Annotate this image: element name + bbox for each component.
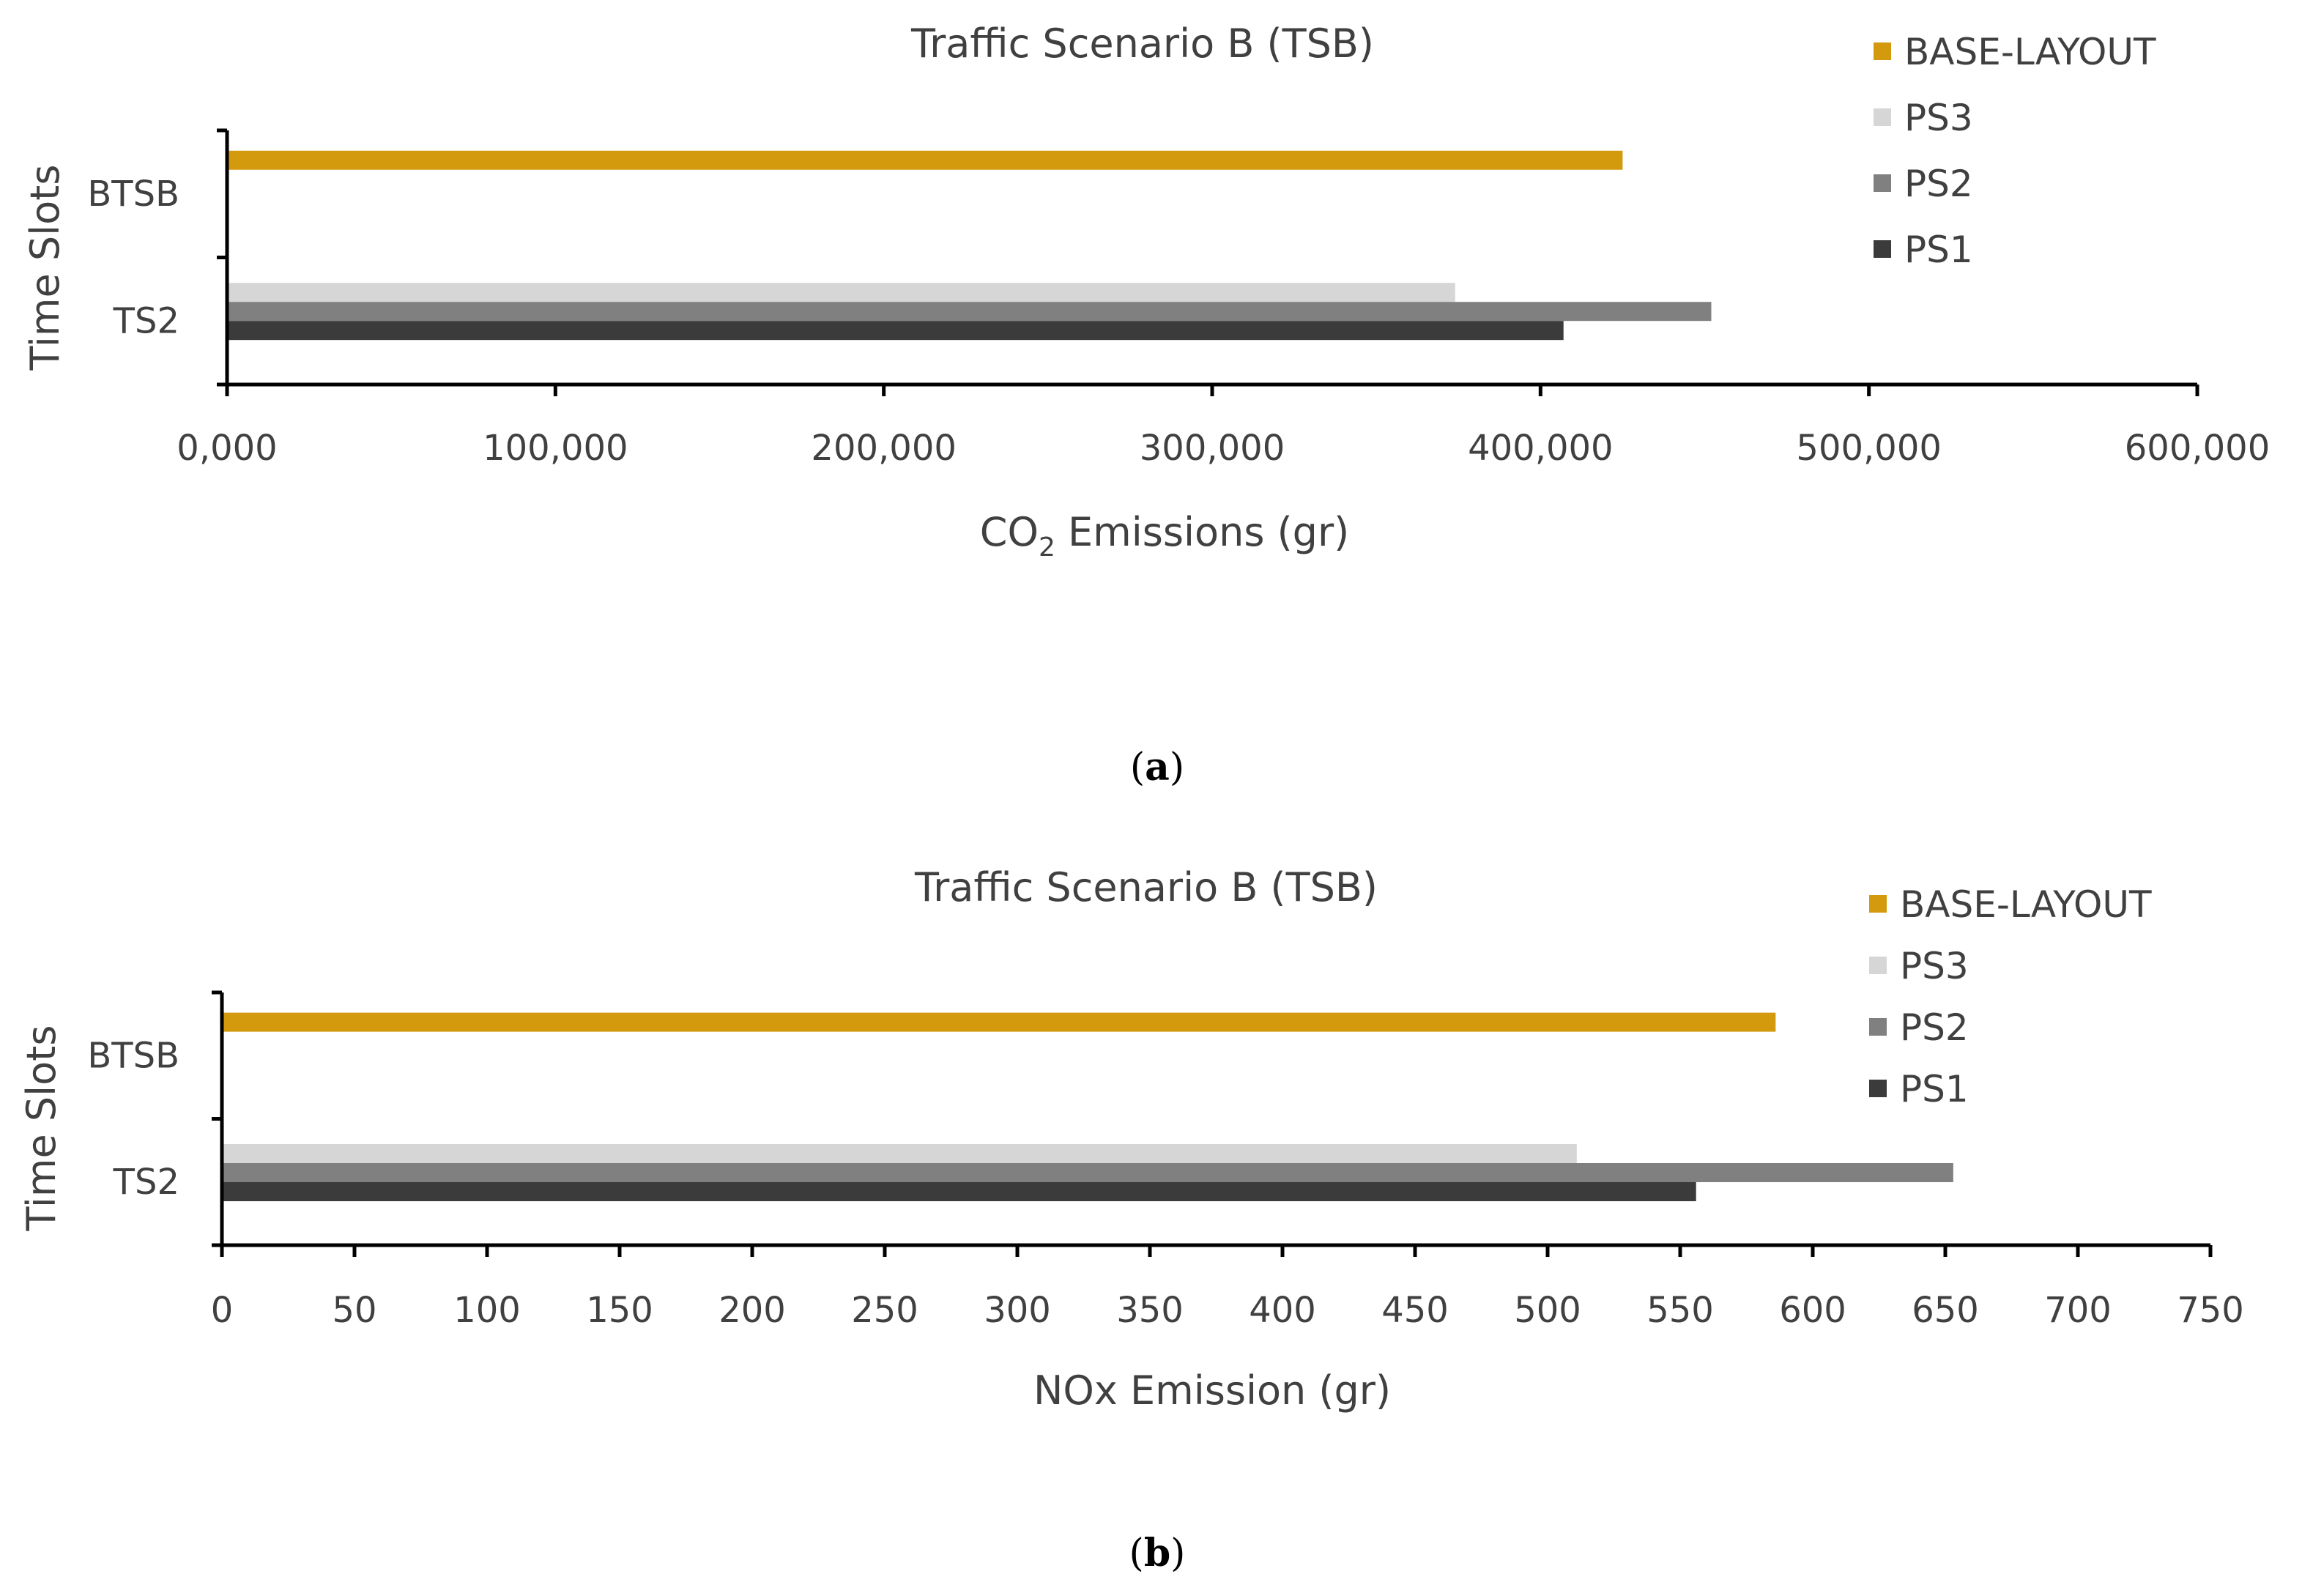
y-axis-title-a: Time Slots [22, 165, 68, 371]
category-label-b-btsb: BTSB [87, 1035, 179, 1076]
bar-a-ts2-ps3 [227, 283, 1455, 303]
x-tick-label-b-7: 350 [1116, 1290, 1184, 1331]
category-label-a-btsb: BTSB [87, 174, 179, 215]
x-tick-label-a-3: 300,000 [1140, 428, 1285, 469]
bar-b-ts2-ps1 [222, 1182, 1696, 1201]
x-tick-label-b-15: 750 [2177, 1290, 2244, 1331]
x-tick-label-a-4: 400,000 [1468, 428, 1614, 469]
legend-label-a-ps3: PS3 [1904, 97, 1973, 139]
x-tick-label-a-6: 600,000 [2125, 428, 2271, 469]
legend-a: BASE-LAYOUT PS3 PS2 PS1 [1874, 31, 2156, 271]
x-tick-label-b-11: 550 [1646, 1290, 1714, 1331]
legend-swatch-a-ps3 [1874, 108, 1891, 126]
x-tick-label-b-12: 600 [1779, 1290, 1846, 1331]
bar-a-ts2-ps2 [227, 302, 1712, 322]
legend-swatch-b-base-layout [1869, 895, 1887, 913]
plot-area-b: TS2 BTSB 0 50 100 150 200 250 300 350 400 450 500 550… [87, 990, 2244, 1331]
x-tick-label-b-10: 500 [1514, 1290, 1581, 1331]
chart-panel-a: Traffic Scenario B (TSB) Time Slots CO2 … [22, 21, 2270, 790]
bar-b-ts2-ps3 [222, 1144, 1577, 1163]
legend-swatch-a-base-layout [1874, 42, 1891, 60]
legend-swatch-a-ps2 [1874, 174, 1891, 192]
bar-b-ts2-ps2 [222, 1163, 1953, 1182]
bar-a-ts2-ps1 [227, 321, 1564, 341]
bar-b-btsb-base-layout [222, 1012, 1776, 1032]
legend-b: BASE-LAYOUT PS3 PS2 PS1 [1869, 883, 2152, 1110]
category-label-b-ts2: TS2 [113, 1162, 179, 1203]
x-tick-label-a-2: 200,000 [811, 428, 957, 469]
x-axis-title-a: CO2 Emissions (gr) [980, 509, 1349, 563]
y-axis-title-b: Time Slots [18, 1025, 64, 1232]
legend-swatch-b-ps2 [1869, 1018, 1887, 1036]
legend-swatch-b-ps1 [1869, 1080, 1887, 1097]
x-tick-label-b-9: 450 [1381, 1290, 1449, 1331]
legend-label-b-ps3: PS3 [1900, 945, 1969, 987]
caption-a: (a) [1130, 745, 1184, 790]
x-tick-label-b-14: 700 [2044, 1290, 2112, 1331]
legend-swatch-a-ps1 [1874, 240, 1891, 258]
legend-label-b-ps2: PS2 [1900, 1006, 1969, 1049]
x-tick-label-b-4: 200 [719, 1290, 786, 1331]
plot-area-a: TS2 BTSB 0,000 100,000 200,000 300,000 400,000… [87, 128, 2271, 469]
x-tick-label-b-8: 400 [1249, 1290, 1316, 1331]
x-axis-title-b: NOx Emission (gr) [1033, 1367, 1391, 1414]
category-label-a-ts2: TS2 [113, 300, 179, 341]
x-tick-label-b-5: 250 [851, 1290, 918, 1331]
x-tick-label-b-6: 300 [984, 1290, 1051, 1331]
chart-title-b: Traffic Scenario B (TSB) [914, 864, 1378, 910]
x-tick-label-a-1: 100,000 [483, 428, 628, 469]
x-tick-label-b-1: 50 [332, 1290, 376, 1331]
x-tick-label-a-5: 500,000 [1796, 428, 1942, 469]
x-tick-label-b-13: 650 [1912, 1290, 1979, 1331]
legend-label-a-ps2: PS2 [1904, 163, 1973, 205]
legend-label-b-ps1: PS1 [1900, 1068, 1969, 1110]
bar-a-btsb-base-layout [227, 150, 1623, 170]
chart-title-a: Traffic Scenario B (TSB) [910, 21, 1374, 67]
legend-label-a-base-layout: BASE-LAYOUT [1904, 31, 2156, 73]
legend-label-a-ps1: PS1 [1904, 229, 1973, 271]
legend-swatch-b-ps3 [1869, 957, 1887, 974]
x-tick-label-b-0: 0 [211, 1290, 234, 1331]
x-tick-label-b-2: 100 [453, 1290, 521, 1331]
caption-b: (b) [1129, 1531, 1186, 1575]
x-tick-label-a-0: 0,000 [177, 428, 277, 469]
x-tick-label-b-3: 150 [586, 1290, 653, 1331]
chart-panel-b: Traffic Scenario B (TSB) Time Slots NOx … [18, 864, 2244, 1575]
legend-label-b-base-layout: BASE-LAYOUT [1900, 883, 2152, 926]
